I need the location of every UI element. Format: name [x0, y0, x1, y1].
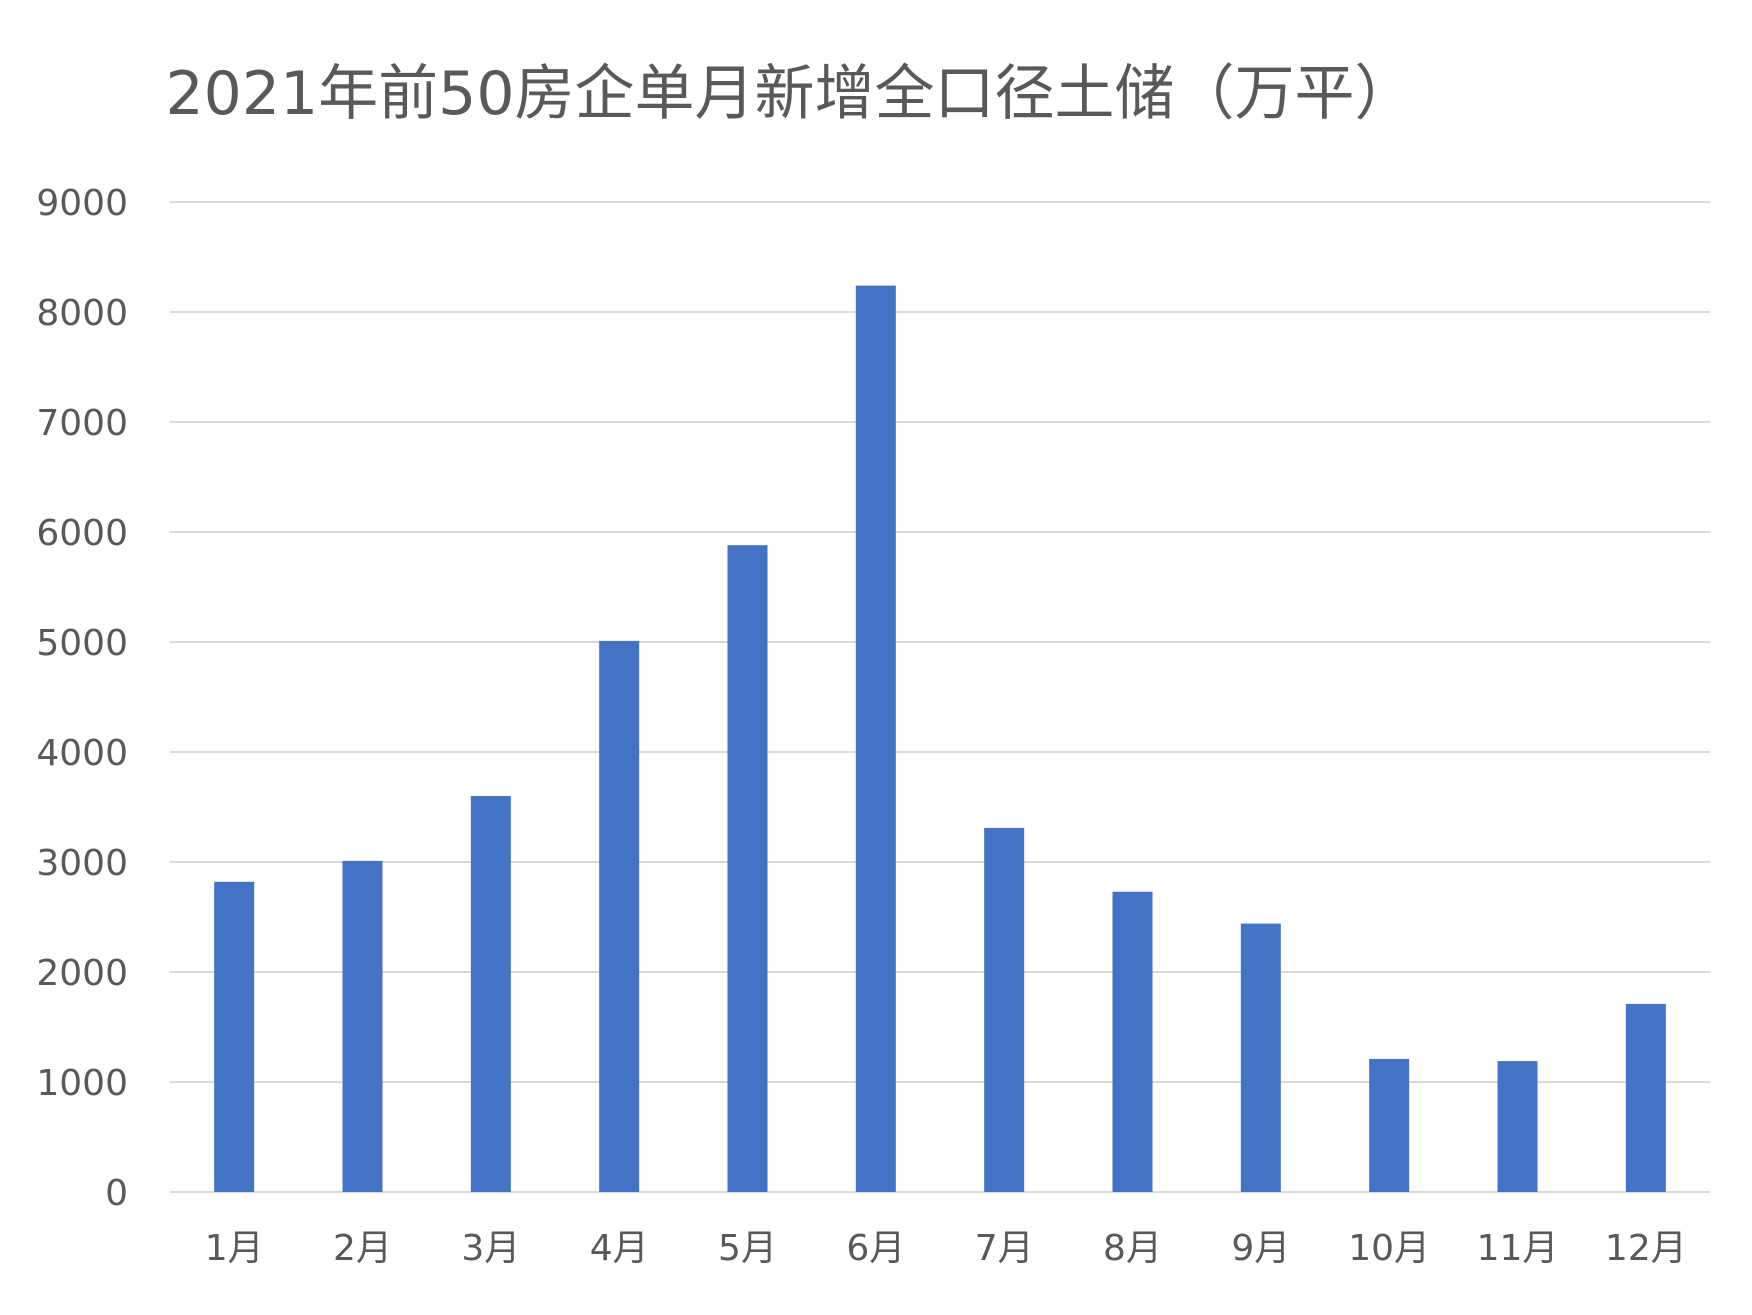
- chart-title: 2021年前50房企单月新增全口径土储（万平）: [165, 59, 1414, 129]
- x-category-label: 12月: [1605, 1228, 1687, 1269]
- y-tick-label: 2000: [36, 953, 128, 994]
- x-category-label: 6月: [846, 1228, 905, 1269]
- bar-8: [1112, 891, 1153, 1192]
- bar-6: [855, 285, 896, 1193]
- x-category-label: 7月: [975, 1228, 1034, 1269]
- y-tick-label: 4000: [36, 733, 128, 774]
- y-tick-label: 5000: [36, 623, 128, 664]
- y-tick-label: 9000: [36, 183, 128, 224]
- x-axis-category-labels: 1月 2月 3月 4月 5月 6月 7月 8月 9月 10月 11月 12月: [205, 1228, 1687, 1269]
- x-category-label: 2月: [333, 1228, 392, 1269]
- bar-12: [1625, 1003, 1666, 1192]
- bar-3: [470, 796, 511, 1192]
- x-category-label: 5月: [718, 1228, 777, 1269]
- x-category-label: 11月: [1477, 1228, 1559, 1269]
- y-tick-label: 3000: [36, 843, 128, 884]
- y-tick-label: 7000: [36, 403, 128, 444]
- gridlines: [170, 201, 1710, 1193]
- bar-7: [984, 827, 1025, 1192]
- bar-1: [214, 881, 255, 1192]
- x-category-label: 4月: [590, 1228, 649, 1269]
- y-axis-tick-labels: 0 1000 2000 3000 4000 5000 6000 7000 8000 9000: [36, 183, 128, 1214]
- x-category-label: 9月: [1231, 1228, 1290, 1269]
- bars: [214, 285, 1666, 1193]
- bar-2: [342, 860, 383, 1192]
- bar-11: [1497, 1061, 1538, 1192]
- y-tick-label: 0: [105, 1173, 128, 1214]
- y-tick-label: 1000: [36, 1063, 128, 1104]
- y-tick-label: 8000: [36, 293, 128, 334]
- x-category-label: 3月: [461, 1228, 520, 1269]
- bar-4: [599, 640, 640, 1192]
- x-category-label: 1月: [205, 1228, 264, 1269]
- bar-10: [1369, 1058, 1410, 1192]
- x-category-label: 8月: [1103, 1228, 1162, 1269]
- bar-5: [727, 545, 768, 1192]
- y-tick-label: 6000: [36, 513, 128, 554]
- x-category-label: 10月: [1348, 1228, 1430, 1269]
- bar-9: [1240, 923, 1281, 1192]
